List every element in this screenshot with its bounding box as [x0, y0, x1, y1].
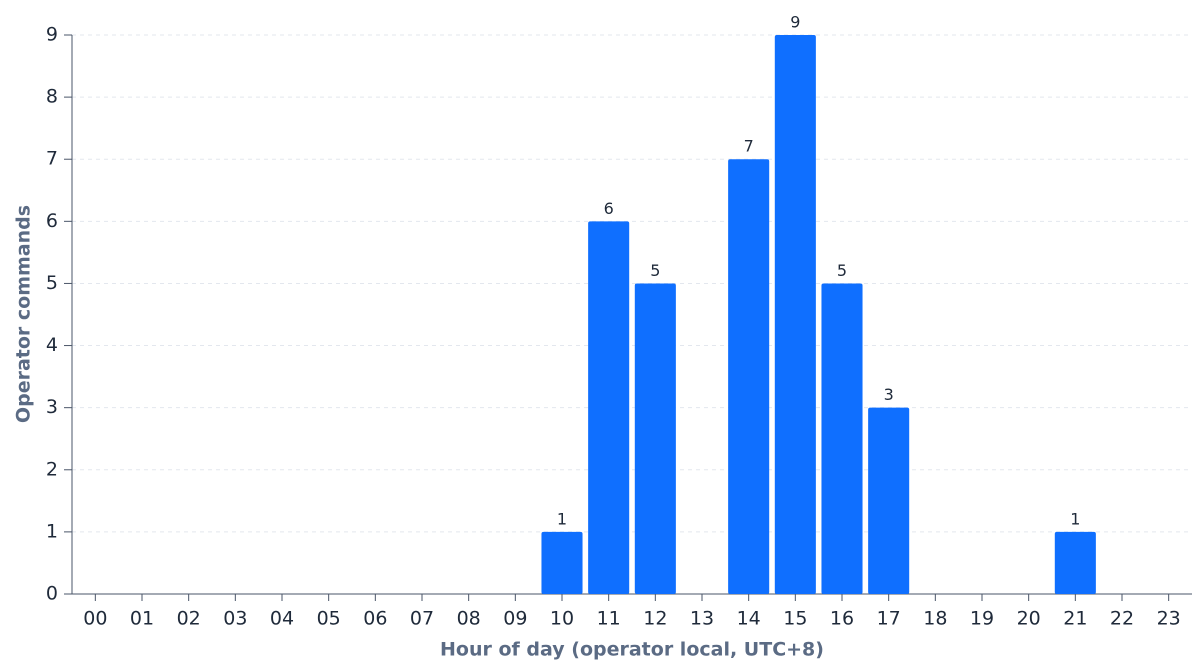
x-tick-label: 16: [830, 608, 854, 630]
x-tick-label: 11: [597, 608, 621, 630]
value-label: 5: [837, 261, 847, 280]
bar: [634, 283, 676, 594]
y-tick-label: 4: [46, 334, 58, 356]
y-tick-label: 7: [46, 148, 58, 170]
y-tick-label: 2: [46, 458, 58, 480]
bar: [541, 531, 583, 594]
x-tick-label: 08: [457, 608, 481, 630]
bar: [868, 407, 910, 594]
y-tick-label: 3: [46, 396, 58, 418]
y-tick-label: 1: [46, 520, 58, 542]
x-tick-label: 15: [783, 608, 807, 630]
value-label: 5: [650, 261, 660, 280]
x-tick-label: 17: [877, 608, 901, 630]
bar: [728, 159, 770, 594]
x-axis-title: Hour of day (operator local, UTC+8): [440, 639, 824, 661]
bar: [821, 283, 863, 594]
value-label: 7: [744, 137, 754, 156]
x-tick-label: 18: [923, 608, 947, 630]
x-tick-label: 05: [317, 608, 341, 630]
x-tick-label: 10: [550, 608, 574, 630]
value-label: 1: [557, 509, 567, 528]
x-tick-label: 02: [177, 608, 201, 630]
bar: [774, 35, 816, 594]
value-label: 6: [604, 199, 614, 218]
bar: [588, 221, 630, 595]
value-label: 9: [790, 13, 800, 32]
x-tick-label: 07: [410, 608, 434, 630]
y-tick-label: 9: [46, 24, 58, 46]
x-tick-label: 09: [503, 608, 527, 630]
x-tick-label: 12: [643, 608, 667, 630]
x-tick-label: 01: [130, 608, 154, 630]
x-tick-label: 21: [1063, 608, 1087, 630]
y-tick-label: 6: [46, 210, 58, 232]
x-tick-label: 03: [223, 608, 247, 630]
x-tick-label: 00: [83, 608, 107, 630]
x-tick-label: 04: [270, 608, 294, 630]
value-label: 1: [1070, 509, 1080, 528]
x-tick-label: 06: [363, 608, 387, 630]
value-label: 3: [884, 385, 894, 404]
y-tick-label: 8: [46, 86, 58, 108]
x-tick-label: 19: [970, 608, 994, 630]
x-tick-label: 20: [1017, 608, 1041, 630]
x-tick-label: 23: [1157, 608, 1181, 630]
y-axis-title: Operator commands: [13, 205, 35, 423]
x-tick-label: 22: [1110, 608, 1134, 630]
y-tick-label: 5: [46, 272, 58, 294]
x-tick-label: 14: [737, 608, 761, 630]
y-tick-label: 0: [46, 583, 58, 605]
bar: [1054, 531, 1096, 594]
x-tick-label: 13: [690, 608, 714, 630]
